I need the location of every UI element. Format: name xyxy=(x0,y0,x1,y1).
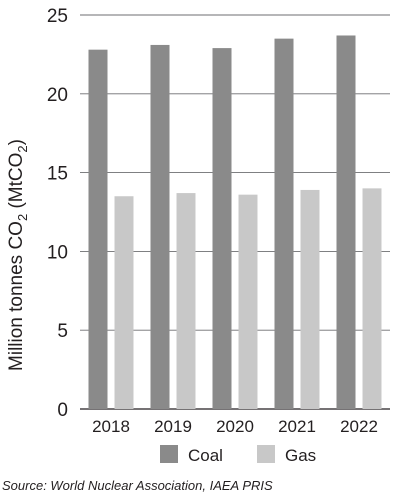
bar-gas-2018 xyxy=(114,196,134,409)
legend-label-gas: Gas xyxy=(285,446,316,465)
bar-coal-2021 xyxy=(274,38,294,409)
x-tick-label: 2022 xyxy=(340,417,378,436)
y-axis-label-paren-sub: 2 xyxy=(15,145,30,152)
y-tick-label: 10 xyxy=(47,242,68,263)
y-tick-label: 0 xyxy=(57,400,68,421)
legend-swatch-gas xyxy=(257,445,275,463)
bar-coal-2020 xyxy=(212,48,232,409)
y-tick-label: 5 xyxy=(57,321,68,342)
y-axis-label-paren: (MtCO xyxy=(6,153,27,214)
y-tick-label: 20 xyxy=(47,85,68,106)
y-axis-label-sub: 2 xyxy=(15,214,30,221)
x-tick-labels: 2018 2019 2020 2021 2022 xyxy=(92,417,378,436)
x-tick-label: 2018 xyxy=(92,417,130,436)
y-tick-label: 15 xyxy=(47,164,68,185)
source-note: Source: World Nuclear Association, IAEA … xyxy=(2,478,273,493)
bar-gas-2020 xyxy=(238,194,258,409)
y-axis-label: Million tonnes CO2 (MtCO2) xyxy=(6,139,30,371)
x-tick-label: 2020 xyxy=(216,417,254,436)
legend-label-coal: Coal xyxy=(188,446,223,465)
legend-swatch-coal xyxy=(160,445,178,463)
x-tick-label: 2021 xyxy=(278,417,316,436)
y-tick-labels: 0 5 10 15 20 25 xyxy=(47,6,68,421)
bar-gas-2019 xyxy=(176,193,196,409)
x-tick-label: 2019 xyxy=(154,417,192,436)
bar-coal-2019 xyxy=(150,44,170,409)
bar-coal-2018 xyxy=(88,49,108,410)
y-axis-label-close: ) xyxy=(6,139,27,145)
bar-gas-2021 xyxy=(300,189,320,409)
y-tick-label: 25 xyxy=(47,6,68,27)
bars xyxy=(88,35,382,410)
bar-gas-2022 xyxy=(362,188,382,409)
legend: Coal Gas xyxy=(160,445,316,465)
bar-coal-2022 xyxy=(336,35,356,409)
y-axis-label-main: Million tonnes CO xyxy=(6,221,27,371)
